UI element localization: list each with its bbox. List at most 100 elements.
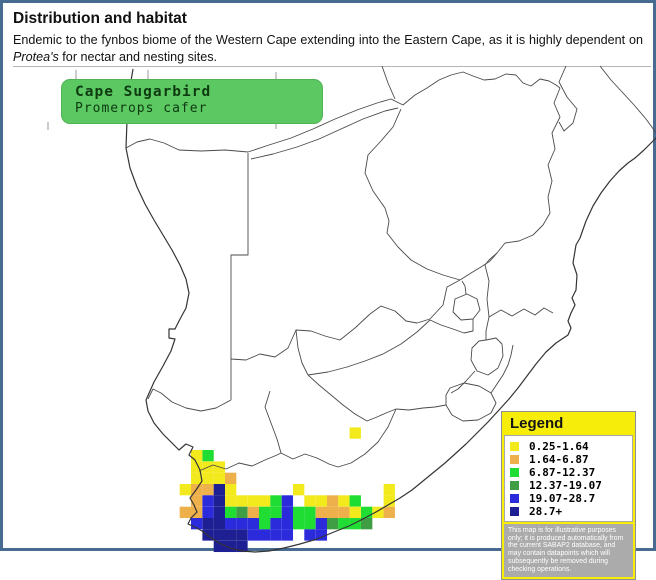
distribution-cell: [213, 472, 226, 485]
legend-title: Legend: [510, 415, 564, 432]
distribution-cell: [349, 427, 361, 439]
legend-item: 19.07-28.7: [510, 491, 632, 505]
legend-swatch: [510, 454, 519, 464]
legend-swatch: [510, 467, 519, 477]
distribution-cell: [315, 518, 328, 530]
distribution-cell: [315, 506, 328, 519]
distribution-cell: [202, 506, 214, 519]
legend-item: 12.37-19.07: [510, 478, 632, 492]
legend-item: 0.25-1.64: [510, 439, 632, 453]
legend-label: 1.64-6.87: [529, 452, 589, 466]
distribution-cell: [191, 450, 203, 462]
distribution-cell: [225, 472, 237, 485]
distribution-cell: [179, 484, 192, 496]
distribution-map: [13, 65, 656, 553]
distribution-cell: [383, 495, 395, 507]
legend-label: 0.25-1.64: [529, 439, 589, 453]
distribution-cell: [191, 518, 203, 530]
distribution-cell: [281, 518, 294, 530]
province-borders: [198, 280, 514, 472]
legend-item: 28.7+: [510, 504, 632, 518]
distribution-cell: [202, 484, 214, 496]
distribution-cell: [327, 495, 339, 507]
section-paragraph: Endemic to the fynbos biome of the Weste…: [13, 32, 643, 67]
legend-label: 28.7+: [529, 504, 563, 518]
distribution-cell: [247, 529, 260, 541]
paragraph-italic-protea: Protea's: [13, 50, 59, 65]
distribution-cell: [236, 529, 248, 541]
distribution-cell: [304, 529, 316, 541]
legend-item: 6.87-12.37: [510, 465, 632, 479]
distribution-cell: [270, 506, 282, 519]
distribution-cell: [247, 506, 260, 519]
distribution-cells: [179, 427, 395, 553]
distribution-cell: [383, 506, 395, 519]
distribution-cell: [225, 484, 237, 496]
distribution-cell: [259, 518, 271, 530]
distribution-cell: [338, 506, 350, 519]
distribution-cell: [361, 518, 373, 530]
distribution-cell: [281, 529, 294, 541]
distribution-cell: [225, 506, 237, 519]
distribution-cell: [191, 472, 203, 485]
distribution-cell: [281, 495, 294, 507]
distribution-cell: [213, 495, 226, 507]
distribution-cell: [191, 495, 203, 507]
distribution-cell: [259, 529, 271, 541]
paragraph-text-2: for nectar and nesting sites.: [58, 50, 218, 65]
distribution-cell: [247, 518, 260, 530]
legend-label: 12.37-19.07: [529, 478, 602, 492]
distribution-cell: [213, 540, 226, 553]
legend-label: 19.07-28.7: [529, 491, 596, 505]
distribution-cell: [236, 518, 248, 530]
legend-swatch: [510, 480, 519, 490]
distribution-cell: [213, 506, 226, 519]
distribution-cell: [383, 484, 395, 496]
legend-items-panel: 0.25-1.64 1.64-6.87 6.87-12.37 12.37-19.07 1…: [504, 435, 633, 522]
distribution-cell: [361, 506, 373, 519]
section-heading: Distribution and habitat: [13, 10, 187, 27]
distribution-cell: [259, 495, 271, 507]
legend-label: 6.87-12.37: [529, 465, 596, 479]
map-legend: Legend 0.25-1.64 1.64-6.87 6.87-12.37 12.37…: [501, 411, 636, 580]
distribution-cell: [202, 495, 214, 507]
species-label-box: Cape Sugarbird Promerops cafer: [61, 79, 323, 124]
country-borders: [125, 65, 656, 412]
distribution-cell: [213, 518, 226, 530]
distribution-cell: [213, 529, 226, 541]
distribution-cell: [202, 450, 214, 462]
distribution-cell: [179, 506, 192, 519]
distribution-cell: [349, 506, 361, 519]
distribution-cell: [202, 518, 214, 530]
distribution-cell: [270, 518, 282, 530]
distribution-cell: [327, 518, 339, 530]
distribution-cell: [349, 495, 361, 507]
distribution-cell: [293, 518, 305, 530]
distribution-cell: [236, 495, 248, 507]
distribution-cell: [338, 495, 350, 507]
species-scientific-name: Promerops cafer: [75, 100, 208, 116]
distribution-cell: [202, 472, 214, 485]
distribution-cell: [213, 484, 226, 496]
distribution-cell: [372, 506, 384, 519]
distribution-cell: [247, 495, 260, 507]
distribution-cell: [236, 506, 248, 519]
distribution-cell: [236, 540, 248, 553]
distribution-cell: [304, 506, 316, 519]
legend-swatch: [510, 493, 519, 503]
distribution-cell: [349, 518, 361, 530]
legend-swatch: [510, 506, 519, 516]
distribution-cell: [338, 518, 350, 530]
distribution-cell: [327, 506, 339, 519]
distribution-cell: [270, 529, 282, 541]
paragraph-text-1: Endemic to the fynbos biome of the Weste…: [13, 33, 643, 47]
distribution-cell: [225, 518, 237, 530]
distribution-cell: [270, 495, 282, 507]
distribution-cell: [225, 495, 237, 507]
distribution-cell: [293, 506, 305, 519]
distribution-cell: [304, 495, 316, 507]
distribution-cell: [281, 506, 294, 519]
distribution-cell: [315, 529, 328, 541]
distribution-cell: [225, 540, 237, 553]
